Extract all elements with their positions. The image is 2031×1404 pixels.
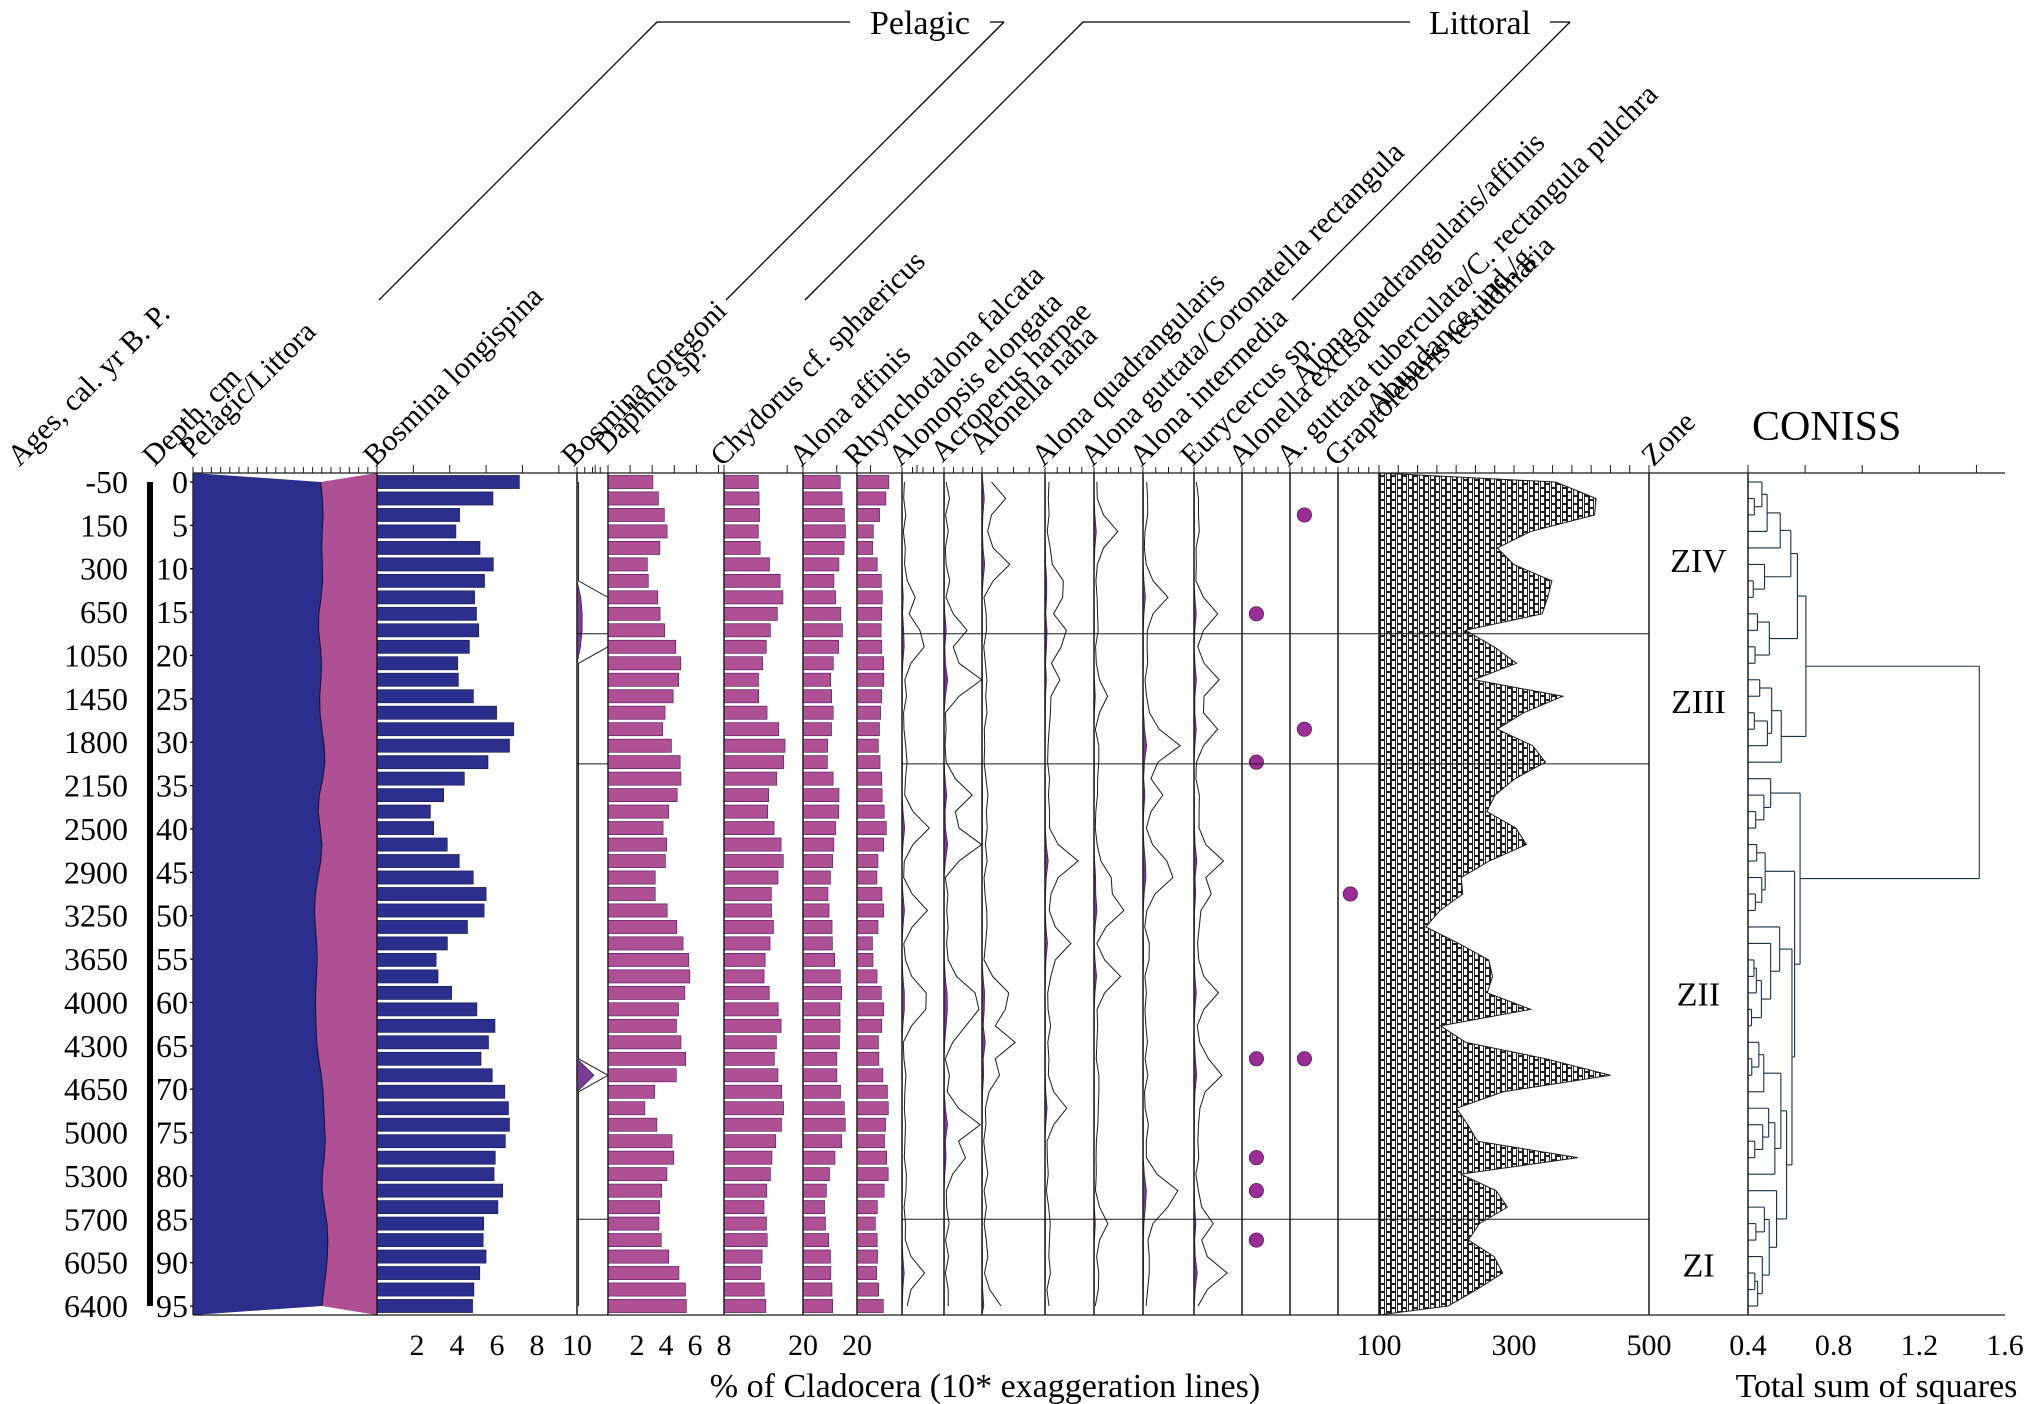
svg-text:500: 500 — [1627, 1329, 1672, 1362]
svg-text:10: 10 — [562, 1329, 592, 1362]
svg-text:150: 150 — [80, 507, 128, 543]
svg-text:5: 5 — [172, 507, 188, 543]
svg-text:0: 0 — [172, 464, 188, 500]
svg-text:20: 20 — [788, 1329, 818, 1362]
svg-text:% of Cladocera (10* exaggerati: % of Cladocera (10* exaggeration lines) — [710, 1368, 1260, 1404]
svg-text:ZIII: ZIII — [1671, 684, 1726, 721]
svg-text:Pelagic: Pelagic — [870, 5, 970, 42]
svg-text:60: 60 — [156, 984, 188, 1020]
svg-text:6: 6 — [490, 1329, 505, 1362]
svg-text:2500: 2500 — [64, 811, 128, 847]
svg-text:80: 80 — [156, 1158, 188, 1194]
svg-text:1.2: 1.2 — [1901, 1329, 1939, 1362]
svg-text:1050: 1050 — [64, 637, 128, 673]
svg-text:ZII: ZII — [1677, 977, 1720, 1014]
svg-text:Littoral: Littoral — [1429, 5, 1531, 42]
svg-text:4000: 4000 — [64, 984, 128, 1020]
svg-text:2: 2 — [630, 1329, 645, 1362]
svg-text:20: 20 — [156, 637, 188, 673]
svg-text:1450: 1450 — [64, 681, 128, 717]
svg-text:70: 70 — [156, 1071, 188, 1107]
svg-text:6050: 6050 — [64, 1245, 128, 1281]
svg-text:55: 55 — [156, 941, 188, 977]
svg-text:15: 15 — [156, 594, 188, 630]
svg-text:0.4: 0.4 — [1729, 1329, 1767, 1362]
svg-text:4: 4 — [450, 1329, 465, 1362]
svg-text:3250: 3250 — [64, 898, 128, 934]
svg-text:75: 75 — [156, 1115, 188, 1151]
svg-text:30: 30 — [156, 724, 188, 760]
svg-text:4300: 4300 — [64, 1028, 128, 1064]
svg-text:2900: 2900 — [64, 854, 128, 890]
svg-text:6: 6 — [688, 1329, 703, 1362]
svg-text:4650: 4650 — [64, 1071, 128, 1107]
svg-text:ZIV: ZIV — [1670, 543, 1727, 580]
svg-text:Total sum of squares: Total sum of squares — [1736, 1368, 2018, 1404]
svg-text:40: 40 — [156, 811, 188, 847]
svg-text:5000: 5000 — [64, 1115, 128, 1151]
svg-text:95: 95 — [156, 1288, 188, 1324]
svg-text:50: 50 — [156, 898, 188, 934]
svg-text:0.8: 0.8 — [1815, 1329, 1853, 1362]
svg-text:5300: 5300 — [64, 1158, 128, 1194]
svg-text:20: 20 — [842, 1329, 872, 1362]
svg-text:2150: 2150 — [64, 768, 128, 804]
svg-text:650: 650 — [80, 594, 128, 630]
svg-text:10: 10 — [156, 551, 188, 587]
svg-text:2: 2 — [410, 1329, 425, 1362]
svg-text:85: 85 — [156, 1201, 188, 1237]
svg-text:3650: 3650 — [64, 941, 128, 977]
svg-text:35: 35 — [156, 768, 188, 804]
svg-text:1800: 1800 — [64, 724, 128, 760]
svg-text:6400: 6400 — [64, 1288, 128, 1324]
svg-text:8: 8 — [530, 1329, 545, 1362]
svg-text:8: 8 — [717, 1329, 732, 1362]
svg-text:-50: -50 — [85, 464, 128, 500]
svg-text:25: 25 — [156, 681, 188, 717]
svg-text:90: 90 — [156, 1245, 188, 1281]
svg-text:65: 65 — [156, 1028, 188, 1064]
svg-text:45: 45 — [156, 854, 188, 890]
svg-text:1.6: 1.6 — [1986, 1329, 2024, 1362]
svg-text:100: 100 — [1357, 1329, 1402, 1362]
svg-text:5700: 5700 — [64, 1201, 128, 1237]
svg-text:ZI: ZI — [1682, 1248, 1714, 1285]
svg-text:4: 4 — [659, 1329, 674, 1362]
svg-text:300: 300 — [80, 551, 128, 587]
svg-text:300: 300 — [1492, 1329, 1537, 1362]
